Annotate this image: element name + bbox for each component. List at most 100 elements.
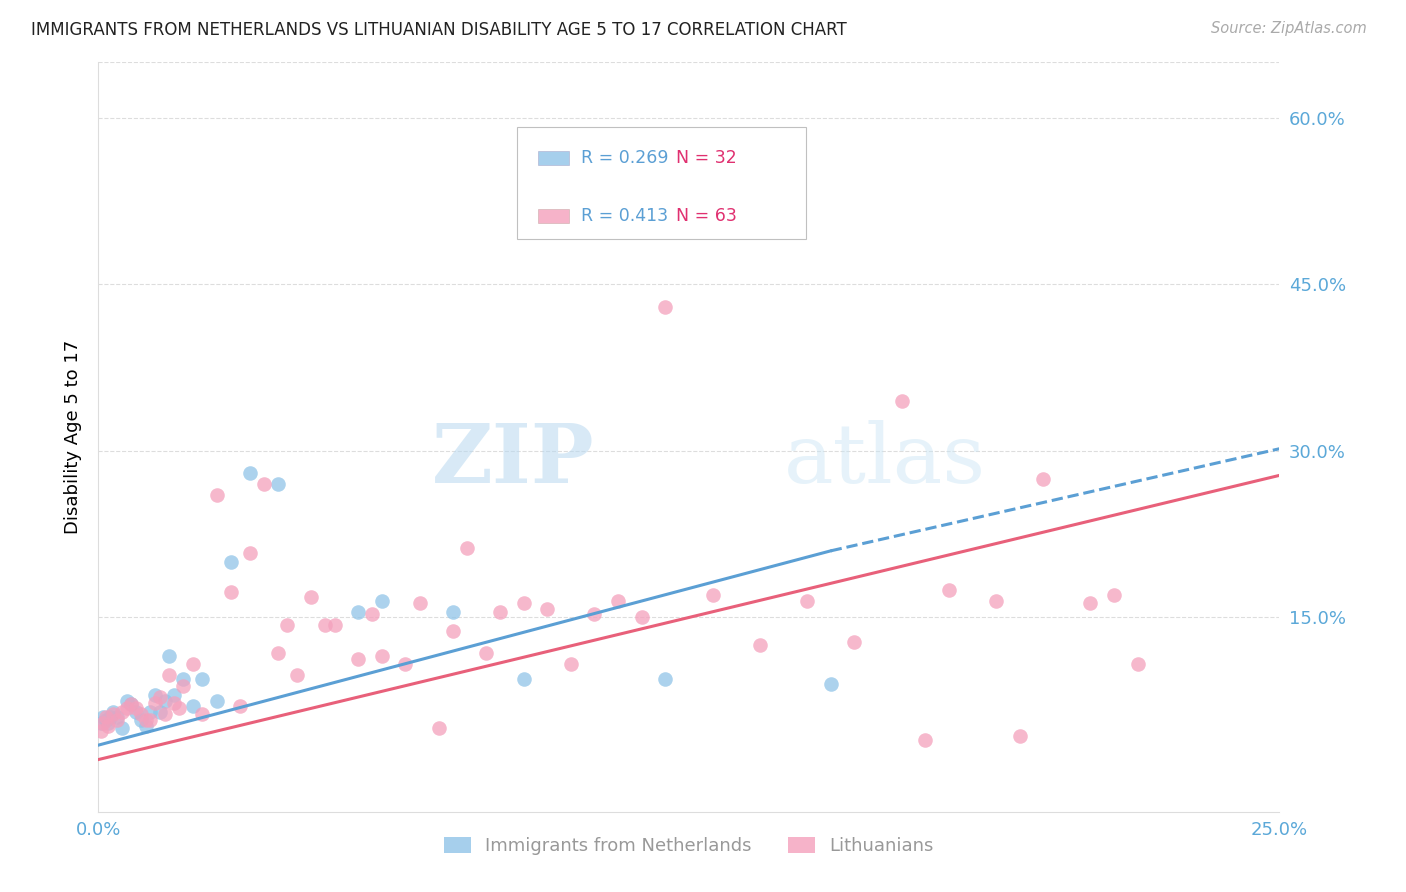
Point	[1080, 596, 1102, 610]
Point	[98, 710, 121, 724]
Point	[394, 657, 416, 671]
Point	[135, 719, 157, 733]
Point	[512, 596, 534, 610]
Point	[630, 610, 652, 624]
Point	[285, 668, 308, 682]
Point	[101, 706, 124, 721]
Point	[441, 605, 464, 619]
Point	[938, 582, 960, 597]
Point	[560, 657, 582, 671]
Point	[205, 488, 228, 502]
Point	[111, 705, 134, 719]
Point	[267, 646, 290, 660]
Point	[299, 591, 322, 605]
Point	[115, 701, 138, 715]
Point	[1102, 588, 1125, 602]
Point	[229, 699, 252, 714]
Text: R = 0.413: R = 0.413	[581, 207, 668, 226]
Point	[191, 706, 214, 721]
Point	[654, 672, 676, 686]
Point	[94, 713, 117, 727]
Point	[1008, 729, 1031, 743]
Point	[157, 668, 180, 682]
Text: ZIP: ZIP	[432, 419, 595, 500]
Point	[361, 607, 384, 621]
Point	[702, 588, 724, 602]
Text: atlas: atlas	[783, 419, 986, 500]
Point	[408, 596, 430, 610]
Point	[276, 618, 298, 632]
Point	[323, 618, 346, 632]
Point	[97, 715, 120, 730]
Point	[536, 601, 558, 615]
Point	[167, 701, 190, 715]
Point	[143, 696, 166, 710]
Point	[489, 605, 512, 619]
Point	[172, 672, 194, 686]
Point	[91, 710, 114, 724]
Point	[1126, 657, 1149, 671]
Point	[111, 722, 134, 736]
Point	[149, 690, 172, 705]
Point	[129, 706, 152, 721]
Point	[371, 594, 394, 608]
Point	[253, 477, 276, 491]
Point	[607, 594, 630, 608]
Point	[129, 713, 152, 727]
Point	[163, 696, 186, 710]
Point	[984, 594, 1007, 608]
Point	[94, 710, 117, 724]
Point	[105, 713, 128, 727]
Point	[654, 300, 676, 314]
Point	[583, 607, 606, 621]
Point	[143, 688, 166, 702]
Point	[219, 585, 242, 599]
Point	[153, 694, 176, 708]
Point	[139, 713, 162, 727]
Point	[191, 672, 214, 686]
Point	[181, 699, 204, 714]
Point	[456, 541, 478, 555]
Point	[139, 705, 162, 719]
Point	[748, 638, 770, 652]
Point	[441, 624, 464, 638]
Point	[475, 646, 498, 660]
Point	[90, 723, 112, 738]
Point	[239, 546, 262, 560]
Text: N = 63: N = 63	[676, 207, 737, 226]
Point	[512, 672, 534, 686]
Point	[172, 679, 194, 693]
Point	[314, 618, 336, 632]
Point	[347, 605, 370, 619]
Point	[163, 688, 186, 702]
Point	[427, 722, 450, 736]
Text: R = 0.269: R = 0.269	[581, 149, 668, 168]
Point	[149, 705, 172, 719]
Point	[890, 394, 912, 409]
Point	[820, 677, 842, 691]
Point	[135, 713, 157, 727]
Point	[101, 705, 124, 719]
Point	[121, 697, 143, 711]
Text: N = 32: N = 32	[676, 149, 737, 168]
Point	[91, 715, 114, 730]
Point	[125, 705, 148, 719]
Legend: Immigrants from Netherlands, Lithuanians: Immigrants from Netherlands, Lithuanians	[437, 830, 941, 863]
Point	[97, 719, 120, 733]
Point	[239, 466, 262, 480]
Point	[1032, 472, 1054, 486]
Y-axis label: Disability Age 5 to 17: Disability Age 5 to 17	[63, 340, 82, 534]
Point	[219, 555, 242, 569]
Point	[267, 477, 290, 491]
Point	[153, 706, 176, 721]
Point	[115, 694, 138, 708]
Point	[125, 701, 148, 715]
Point	[371, 649, 394, 664]
Point	[157, 649, 180, 664]
Point	[844, 635, 866, 649]
Point	[914, 732, 936, 747]
Point	[121, 697, 143, 711]
Point	[347, 651, 370, 665]
Point	[90, 715, 112, 730]
Text: Source: ZipAtlas.com: Source: ZipAtlas.com	[1211, 21, 1367, 36]
